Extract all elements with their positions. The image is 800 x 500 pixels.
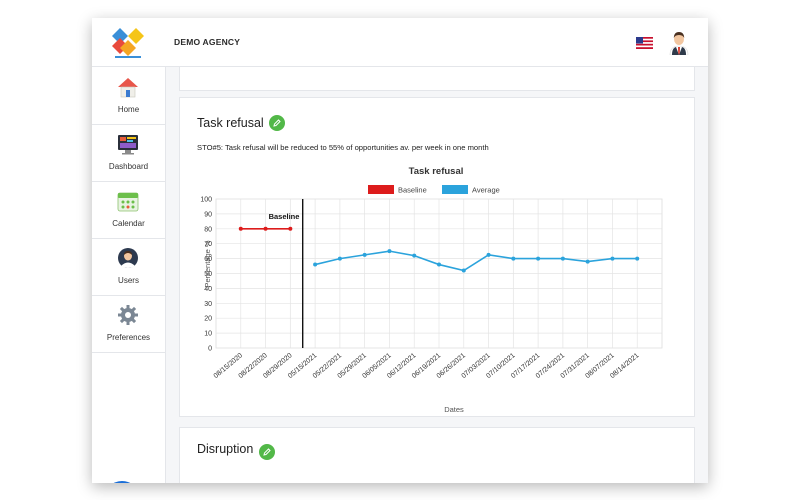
legend-label[interactable]: Average (472, 186, 500, 195)
chat-button[interactable] (104, 481, 140, 483)
y-tick-label: 20 (204, 316, 212, 323)
y-tick-label: 50 (204, 271, 212, 278)
sidebar-item-label: Users (118, 276, 139, 285)
main-content: Task refusal STO#5: Task refusal will be… (166, 67, 708, 483)
series-line-average (314, 250, 638, 272)
task-refusal-card: Task refusal STO#5: Task refusal will be… (179, 97, 695, 417)
legend-label[interactable]: Baseline (398, 186, 427, 195)
data-point (238, 226, 243, 231)
data-point (313, 262, 318, 267)
sidebar-item-preferences[interactable]: Preferences (92, 295, 165, 353)
y-tick-label: 0 (208, 346, 212, 353)
home-icon (118, 78, 138, 98)
sidebar: Home Dashboard Calendar (92, 67, 166, 483)
data-point (585, 259, 590, 264)
disruption-card: Disruption (179, 427, 695, 483)
data-point (635, 256, 640, 261)
data-point (560, 256, 565, 261)
data-point (387, 249, 392, 254)
card-title: Task refusal (197, 116, 264, 130)
y-tick-label: 100 (200, 197, 212, 204)
logo-underline (115, 56, 141, 58)
sidebar-item-label: Preferences (106, 333, 151, 342)
y-axis-label: Percentage % (203, 240, 212, 287)
sidebar-item-calendar[interactable]: Calendar (92, 181, 165, 239)
us-flag-icon[interactable] (636, 37, 653, 49)
user-avatar-icon[interactable] (668, 29, 690, 55)
agency-name: DEMO AGENCY (174, 37, 241, 47)
previous-card (179, 67, 695, 91)
pencil-icon (263, 448, 271, 456)
data-point (263, 226, 268, 231)
y-tick-label: 60 (204, 256, 212, 263)
data-point (610, 256, 615, 261)
data-point (362, 252, 367, 257)
data-point (337, 256, 342, 261)
data-point (536, 256, 541, 261)
sidebar-item-users[interactable]: Users (92, 238, 165, 296)
data-point (486, 252, 491, 257)
dashboard-icon (118, 135, 138, 155)
card-title: Disruption (197, 442, 254, 456)
task-refusal-chart: Task refusal Baseline Average 0 10 20 30 40 50… (200, 166, 663, 414)
users-icon (118, 248, 138, 268)
chart-annotation: Baseline (269, 212, 300, 221)
y-tick-label: 40 (204, 286, 212, 293)
top-bar: DEMO AGENCY (92, 18, 708, 67)
sidebar-item-label: Calendar (112, 219, 145, 228)
y-tick-label: 30 (204, 301, 212, 308)
sidebar-item-home[interactable]: Home (92, 67, 165, 125)
pencil-icon (273, 119, 281, 127)
data-point (412, 253, 417, 258)
data-point (461, 268, 466, 273)
gear-icon (118, 305, 138, 325)
data-point (511, 256, 516, 261)
y-tick-label: 90 (204, 211, 212, 218)
calendar-icon (117, 192, 139, 212)
edit-button[interactable] (259, 444, 275, 460)
legend-swatch[interactable] (368, 185, 394, 194)
sidebar-item-label: Home (117, 105, 140, 114)
sto-goal-text: STO#5: Task refusal will be reduced to 5… (197, 143, 489, 152)
y-tick-label: 10 (204, 331, 212, 338)
app-window: DEMO AGENCY Home (92, 18, 708, 483)
diamond-logo-icon[interactable] (108, 26, 148, 66)
chart-title: Task refusal (409, 166, 464, 177)
data-point (437, 262, 441, 267)
y-tick-label: 70 (204, 241, 212, 248)
y-tick-label: 80 (204, 226, 212, 233)
legend-swatch[interactable] (442, 185, 468, 194)
data-point (288, 226, 293, 231)
sidebar-item-label: Dashboard (108, 162, 149, 171)
sidebar-item-dashboard[interactable]: Dashboard (92, 124, 165, 182)
edit-button[interactable] (269, 115, 285, 131)
x-axis-label: Dates (444, 405, 464, 414)
